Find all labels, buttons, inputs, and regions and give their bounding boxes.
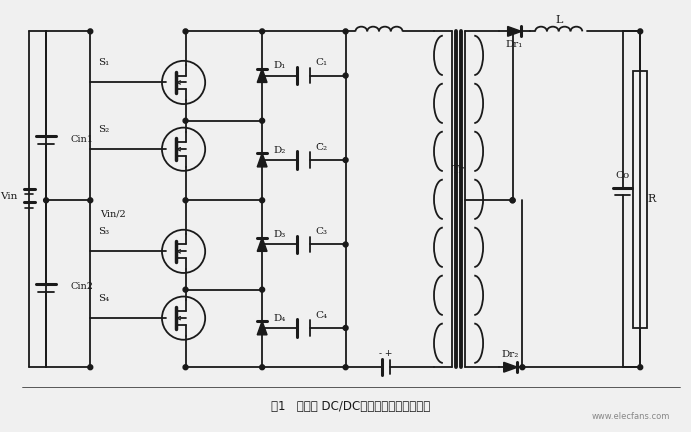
Circle shape [88, 198, 93, 203]
Bar [634, 71, 647, 328]
Text: 图1   三电平 DC/DC零电压软开关变换电路: 图1 三电平 DC/DC零电压软开关变换电路 [271, 400, 430, 413]
Text: D₂: D₂ [274, 146, 286, 155]
Circle shape [343, 242, 348, 247]
Text: Vin/2: Vin/2 [100, 210, 126, 219]
Circle shape [183, 29, 188, 34]
Circle shape [343, 29, 348, 34]
Text: D₄: D₄ [274, 314, 286, 323]
Text: R: R [648, 194, 656, 204]
Text: Cin1: Cin1 [70, 135, 94, 144]
Text: S₃: S₃ [98, 227, 109, 236]
Text: C₁: C₁ [315, 58, 327, 67]
Text: Dr₂: Dr₂ [502, 350, 519, 359]
Circle shape [343, 325, 348, 330]
Circle shape [260, 118, 265, 123]
Circle shape [260, 287, 265, 292]
Text: - +: - + [379, 349, 392, 358]
Text: C₃: C₃ [315, 227, 327, 236]
Circle shape [88, 365, 93, 370]
Circle shape [260, 198, 265, 203]
Text: Tr: Tr [452, 165, 465, 175]
Text: L: L [555, 15, 562, 25]
Text: D₃: D₃ [274, 230, 286, 239]
Circle shape [183, 118, 188, 123]
Text: www.elecfans.com: www.elecfans.com [591, 412, 670, 421]
Text: Dr₁: Dr₁ [506, 40, 523, 49]
Text: D₁: D₁ [274, 61, 286, 70]
Circle shape [183, 198, 188, 203]
Text: S₁: S₁ [98, 58, 109, 67]
Circle shape [510, 198, 515, 203]
Text: C₄: C₄ [315, 311, 327, 320]
Polygon shape [257, 238, 267, 251]
Text: C̄₂: C̄₂ [315, 143, 327, 152]
Circle shape [343, 365, 348, 370]
Text: S₂: S₂ [98, 125, 109, 134]
Polygon shape [257, 153, 267, 167]
Circle shape [260, 365, 265, 370]
Circle shape [510, 198, 515, 203]
Circle shape [343, 158, 348, 162]
Polygon shape [504, 362, 518, 372]
Polygon shape [257, 321, 267, 335]
Text: Vin: Vin [0, 192, 17, 201]
Polygon shape [257, 69, 267, 83]
Polygon shape [508, 26, 522, 36]
Circle shape [638, 29, 643, 34]
Circle shape [343, 73, 348, 78]
Circle shape [44, 198, 48, 203]
Circle shape [638, 365, 643, 370]
Text: Cin2: Cin2 [70, 282, 94, 291]
Circle shape [183, 287, 188, 292]
Text: Co: Co [616, 171, 630, 180]
Circle shape [88, 29, 93, 34]
Circle shape [260, 29, 265, 34]
Circle shape [520, 365, 525, 370]
Circle shape [183, 365, 188, 370]
Text: S₄: S₄ [98, 294, 109, 303]
